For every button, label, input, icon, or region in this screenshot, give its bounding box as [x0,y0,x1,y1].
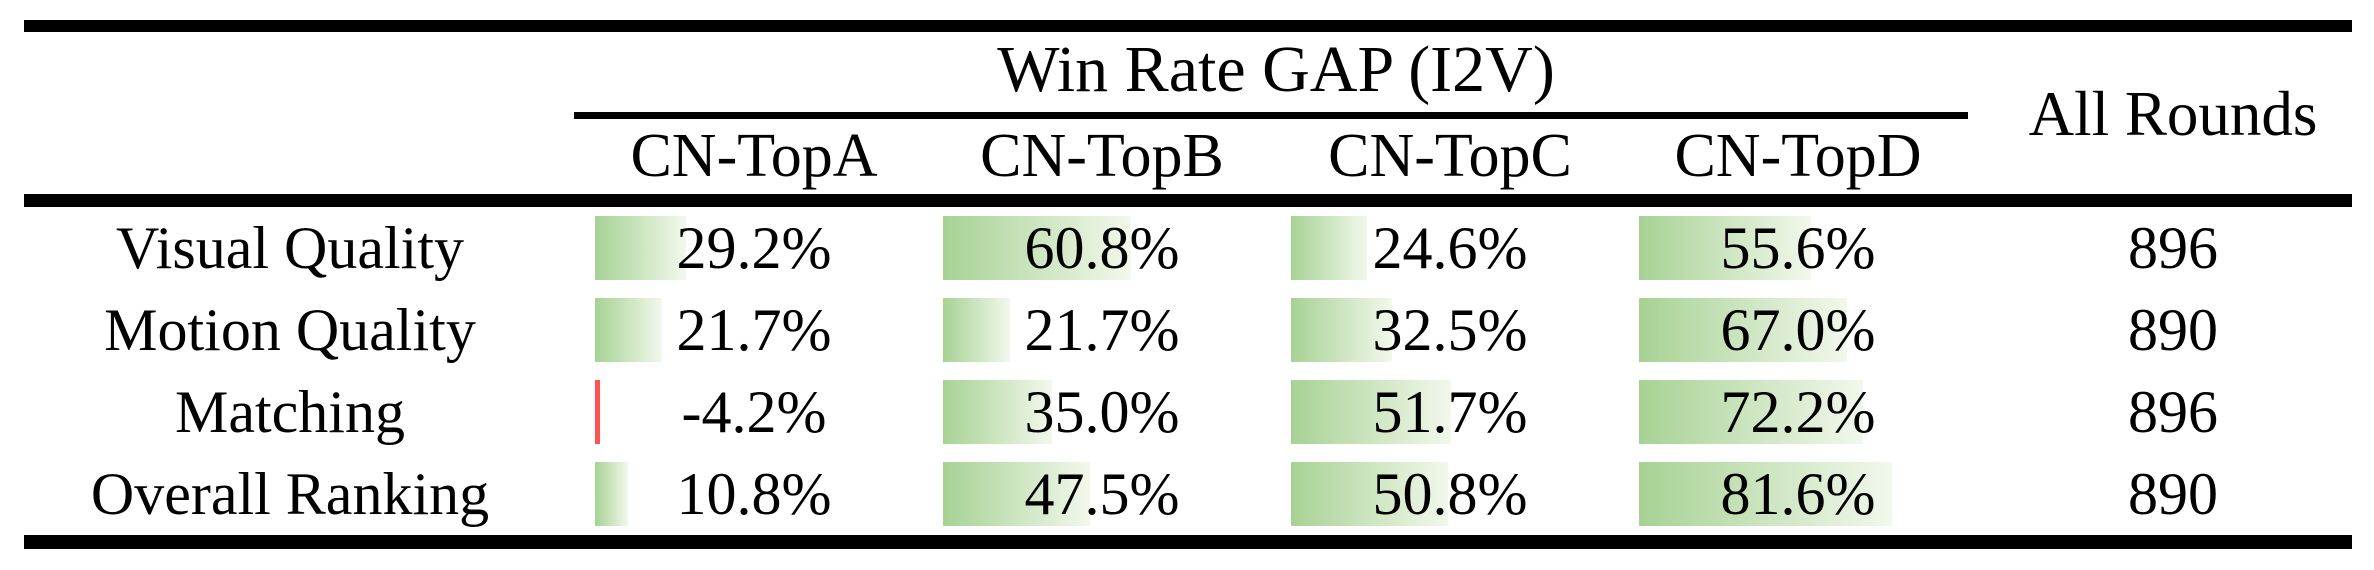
row-label: Overall Ranking [90,460,490,527]
win-rate-cell: 67.0% [1624,289,1972,371]
win-rate-cell: 21.7% [928,289,1276,371]
win-rate-cell: 21.7% [580,289,928,371]
data-bar [595,216,686,280]
data-bar [1639,298,1847,362]
win-rate-value: 81.6% [1720,460,1876,527]
data-bar [595,298,662,362]
win-rate-cell: -4.2% [580,371,928,453]
all-rounds-value: 890 [2128,296,2218,363]
win-rate-value: 55.6% [1720,214,1876,281]
win-rate-cell: 60.8% [928,207,1276,289]
header-separator-rule [24,194,2352,207]
data-bar [1291,216,1367,280]
win-rate-value: 10.8% [676,460,832,527]
row-label: Visual Quality [115,214,465,281]
win-rate-cell: 55.6% [1624,207,1972,289]
column-header-cn-topc: CN-TopC [1328,121,1572,190]
data-bar [943,462,1090,526]
win-rate-value: 24.6% [1372,214,1528,281]
row-label: Motion Quality [104,296,476,363]
win-rate-cell: 47.5% [928,453,1276,535]
data-bar [1639,462,1892,526]
win-rate-cell: 32.5% [1276,289,1624,371]
data-bar [1291,298,1392,362]
table-row: Motion Quality 21.7% 21.7% 32.5% 67.0% 8… [0,289,2374,371]
win-rate-cell: 72.2% [1624,371,1972,453]
win-rate-value: 50.8% [1372,460,1528,527]
table-top-rule [24,20,2352,32]
win-rate-value: 21.7% [676,296,832,363]
all-rounds-value: 896 [2128,378,2218,445]
table-row: Overall Ranking 10.8% 47.5% 50.8% 81.6% … [0,453,2374,535]
win-rate-value: 67.0% [1720,296,1876,363]
win-rate-value: 29.2% [676,214,832,281]
column-header-all-rounds: All Rounds [2028,78,2318,149]
data-bar [1639,216,1811,280]
column-group-title: Win Rate GAP (I2V) [997,33,1555,106]
win-rate-cell: 50.8% [1276,453,1624,535]
all-rounds-value: 896 [2128,214,2218,281]
data-bar [1639,380,1863,444]
table-row: Matching -4.2% 35.0% 51.7% 72.2% 896 [0,371,2374,453]
win-rate-value: 32.5% [1372,296,1528,363]
data-bar [943,298,1010,362]
win-rate-cell: 29.2% [580,207,928,289]
win-rate-cell: 10.8% [580,453,928,535]
win-rate-value: 47.5% [1024,460,1180,527]
win-rate-value: 72.2% [1720,378,1876,445]
all-rounds-value: 890 [2128,460,2218,527]
win-rate-cell: 51.7% [1276,371,1624,453]
table-bottom-rule [24,535,2352,549]
data-bar [1291,380,1451,444]
table-row: Visual Quality 29.2% 60.8% 24.6% 55.6% 8… [0,207,2374,289]
data-bar [1291,462,1448,526]
row-label: Matching [175,378,405,445]
column-group-underline-rule [574,112,1968,119]
column-header-cn-topd: CN-TopD [1674,121,1922,190]
data-bar [943,380,1052,444]
win-rate-value: 35.0% [1024,378,1180,445]
data-bar [595,380,600,444]
win-rate-value: 60.8% [1024,214,1180,281]
data-bar [943,216,1131,280]
win-rate-cell: 35.0% [928,371,1276,453]
data-bar [595,462,628,526]
column-header-cn-topa: CN-TopA [630,121,878,190]
win-rate-value: 51.7% [1372,378,1528,445]
win-rate-value: 21.7% [1024,296,1180,363]
column-header-cn-topb: CN-TopB [980,121,1224,190]
win-rate-cell: 24.6% [1276,207,1624,289]
win-rate-value: -4.2% [681,378,827,445]
win-rate-cell: 81.6% [1624,453,1972,535]
